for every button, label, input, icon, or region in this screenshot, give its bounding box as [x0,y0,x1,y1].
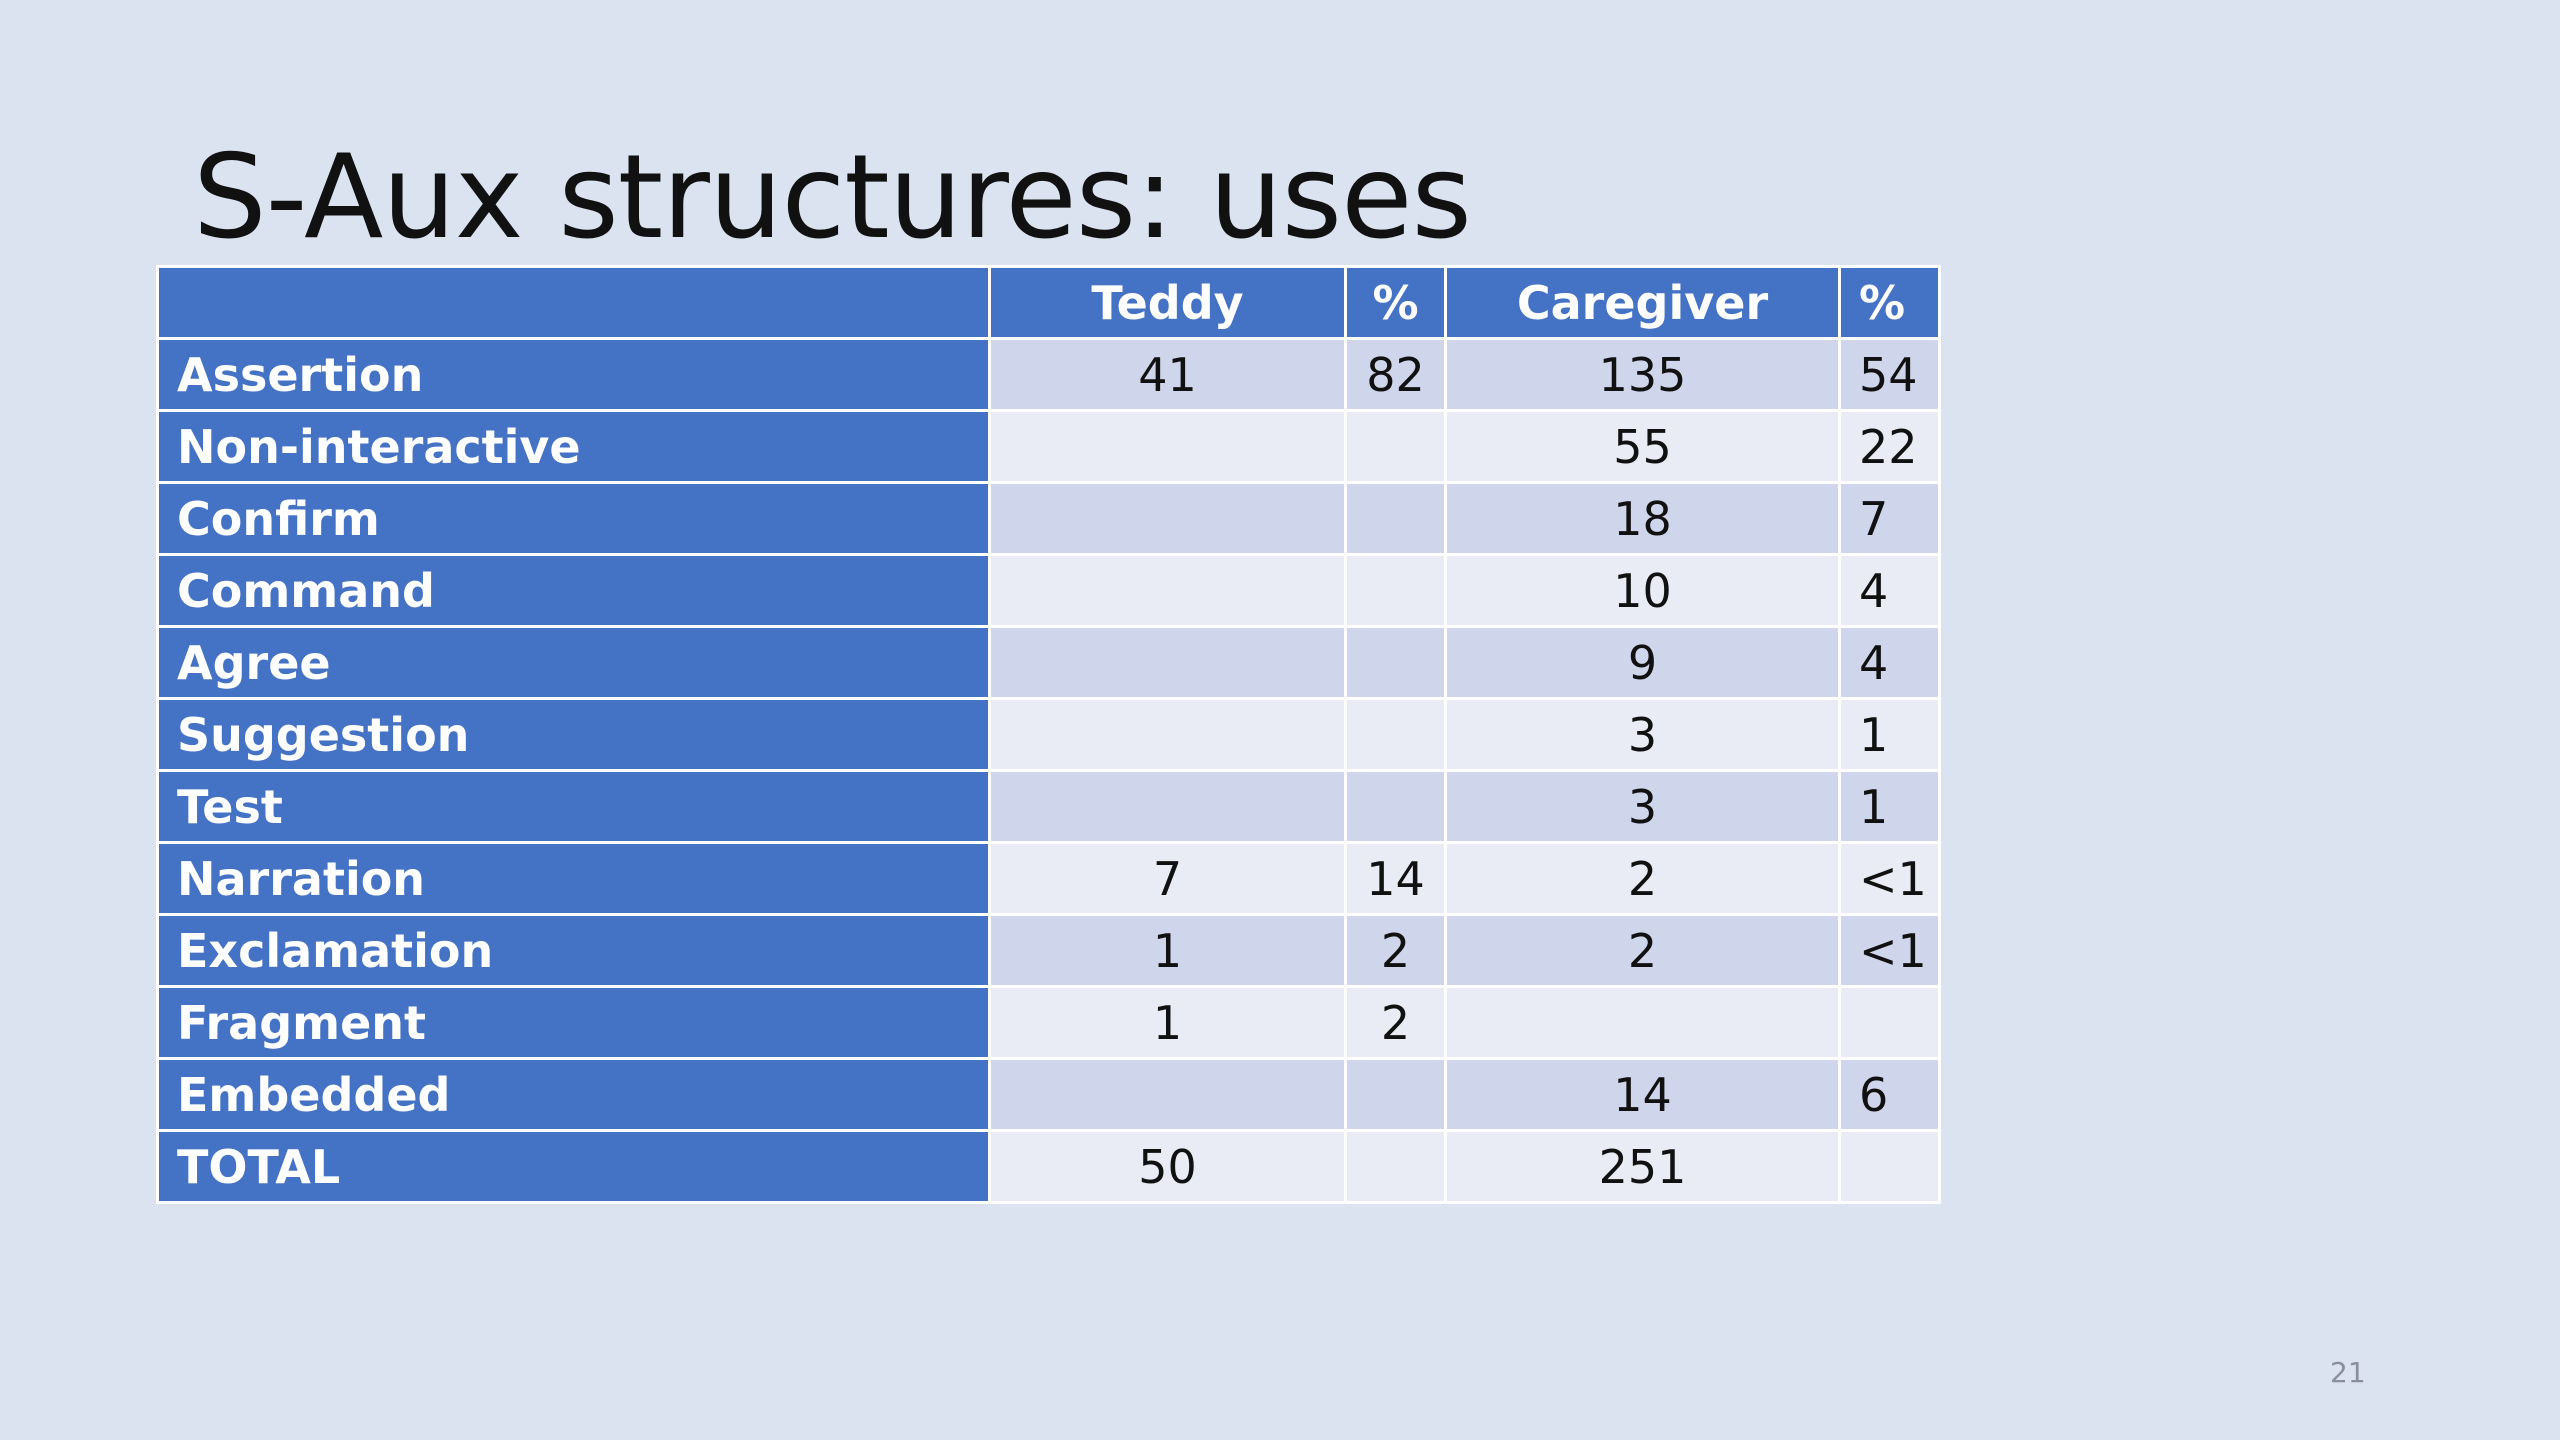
teddy-percent-cell [1344,553,1447,628]
teddy-cell: 1 [988,985,1347,1060]
teddy-percent-cell: 2 [1344,985,1447,1060]
teddy-percent-cell [1344,481,1447,556]
table-row: TOTAL 50 251 [156,1129,1941,1204]
caregiver-cell: 2 [1444,841,1841,916]
teddy-percent-cell [1344,697,1447,772]
row-label: Test [156,769,991,844]
caregiver-percent-cell: 54 [1838,337,1941,412]
row-label: Agree [156,625,991,700]
caregiver-percent-cell: 22 [1838,409,1941,484]
header-label-column [156,265,991,340]
caregiver-cell: 55 [1444,409,1841,484]
row-label: Exclamation [156,913,991,988]
teddy-cell [988,697,1347,772]
header-teddy-percent: % [1344,265,1447,340]
slide-title: S-Aux structures: uses [193,130,1472,265]
caregiver-cell: 251 [1444,1129,1841,1204]
caregiver-percent-cell: 7 [1838,481,1941,556]
uses-table: Teddy % Caregiver % Assertion 41 82 135 54 No… [156,265,1941,1204]
teddy-percent-cell [1344,1057,1447,1132]
caregiver-percent-cell: 1 [1838,697,1941,772]
teddy-percent-cell [1344,625,1447,700]
teddy-percent-cell: 82 [1344,337,1447,412]
caregiver-cell: 18 [1444,481,1841,556]
caregiver-percent-cell [1838,1129,1941,1204]
teddy-percent-cell [1344,769,1447,844]
caregiver-percent-cell: 4 [1838,553,1941,628]
row-label: Narration [156,841,991,916]
caregiver-cell: 10 [1444,553,1841,628]
caregiver-percent-cell: 4 [1838,625,1941,700]
caregiver-percent-cell: <1 [1838,913,1941,988]
caregiver-percent-cell: 1 [1838,769,1941,844]
table-row: Narration 7 14 2 <1 [156,841,1941,916]
row-label: Suggestion [156,697,991,772]
table-row: Exclamation 1 2 2 <1 [156,913,1941,988]
teddy-cell [988,553,1347,628]
caregiver-cell [1444,985,1841,1060]
teddy-cell: 41 [988,337,1347,412]
table-header-row: Teddy % Caregiver % [156,265,1941,340]
caregiver-cell: 9 [1444,625,1841,700]
header-teddy: Teddy [988,265,1347,340]
table-row: Embedded 14 6 [156,1057,1941,1132]
caregiver-percent-cell [1838,985,1941,1060]
teddy-cell: 1 [988,913,1347,988]
teddy-cell [988,625,1347,700]
teddy-percent-cell: 14 [1344,841,1447,916]
teddy-cell: 50 [988,1129,1347,1204]
row-label: Fragment [156,985,991,1060]
row-label: Non-interactive [156,409,991,484]
teddy-cell [988,409,1347,484]
table-row: Agree 9 4 [156,625,1941,700]
teddy-cell [988,769,1347,844]
caregiver-cell: 2 [1444,913,1841,988]
caregiver-cell: 3 [1444,769,1841,844]
row-label: Command [156,553,991,628]
table-row: Non-interactive 55 22 [156,409,1941,484]
row-label: Embedded [156,1057,991,1132]
header-caregiver-percent: % [1838,265,1941,340]
teddy-percent-cell [1344,1129,1447,1204]
table-row: Test 3 1 [156,769,1941,844]
teddy-percent-cell: 2 [1344,913,1447,988]
table-body: Assertion 41 82 135 54 Non-interactive 55 22 Con… [156,337,1941,1204]
caregiver-cell: 14 [1444,1057,1841,1132]
teddy-cell [988,481,1347,556]
caregiver-percent-cell: 6 [1838,1057,1941,1132]
table-row: Suggestion 3 1 [156,697,1941,772]
row-label: Assertion [156,337,991,412]
page-number: 21 [2330,1356,2366,1389]
caregiver-percent-cell: <1 [1838,841,1941,916]
table-row: Fragment 1 2 [156,985,1941,1060]
header-caregiver: Caregiver [1444,265,1841,340]
caregiver-cell: 135 [1444,337,1841,412]
caregiver-cell: 3 [1444,697,1841,772]
table-row: Command 10 4 [156,553,1941,628]
teddy-cell [988,1057,1347,1132]
teddy-percent-cell [1344,409,1447,484]
table-row: Confirm 18 7 [156,481,1941,556]
row-label: Confirm [156,481,991,556]
table-row: Assertion 41 82 135 54 [156,337,1941,412]
row-label: TOTAL [156,1129,991,1204]
teddy-cell: 7 [988,841,1347,916]
